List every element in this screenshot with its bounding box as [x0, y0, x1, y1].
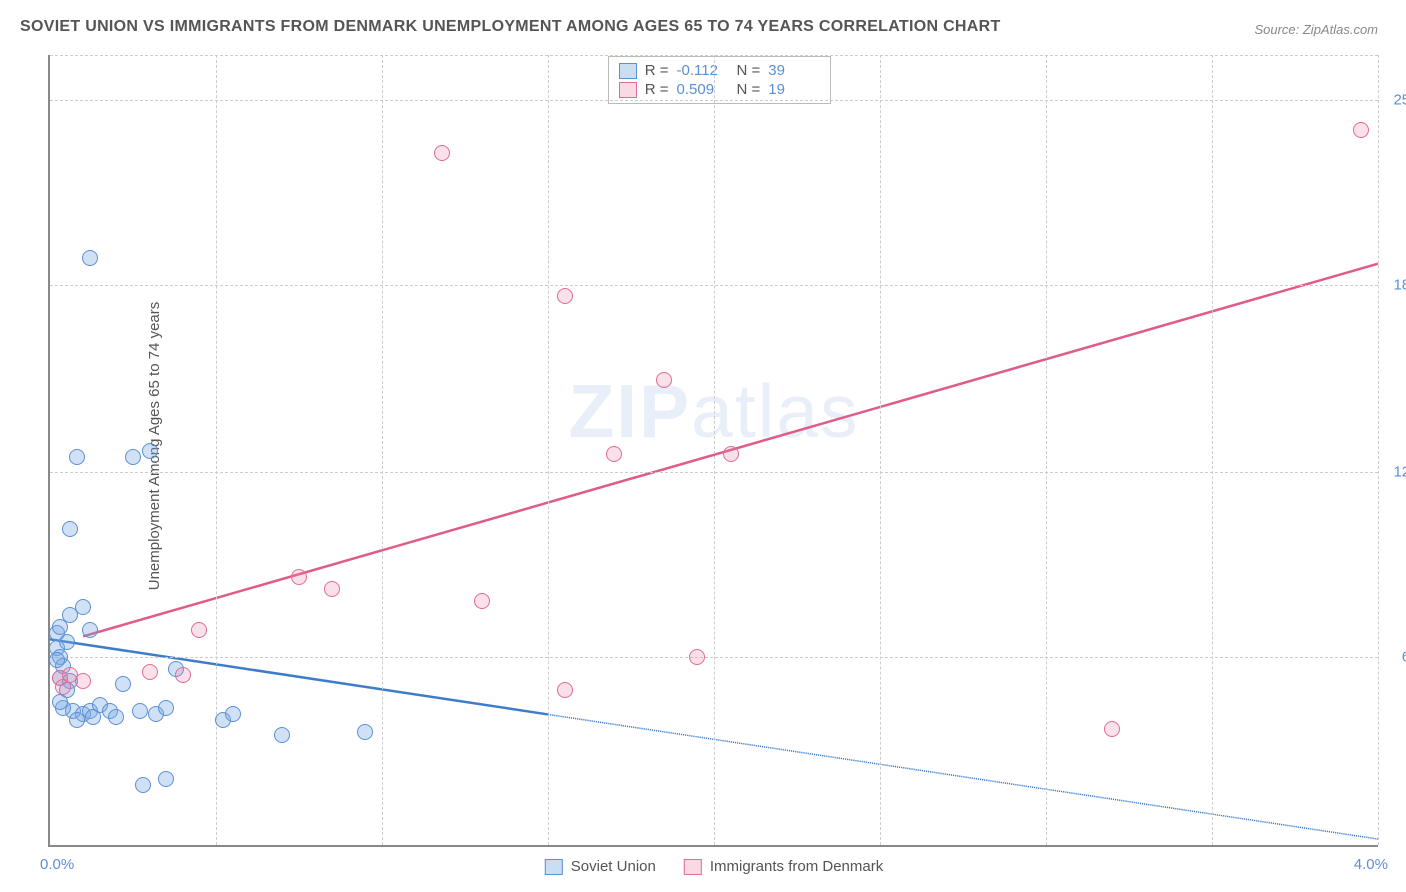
- r-value-soviet: -0.112: [677, 62, 729, 79]
- data-point: [69, 712, 85, 728]
- grid-line-v: [382, 55, 383, 845]
- swatch-pink-icon: [684, 859, 702, 875]
- data-point: [108, 709, 124, 725]
- data-point: [1104, 721, 1120, 737]
- r-label: R =: [645, 81, 669, 98]
- stats-box: R = -0.112 N = 39 R = 0.509 N = 19: [608, 56, 832, 104]
- data-point: [142, 443, 158, 459]
- swatch-blue-icon: [619, 63, 637, 79]
- data-point: [324, 581, 340, 597]
- data-point: [291, 569, 307, 585]
- data-point: [656, 372, 672, 388]
- swatch-pink-icon: [619, 82, 637, 98]
- data-point: [49, 652, 65, 668]
- y-tick-label: 12.5%: [1386, 464, 1406, 481]
- legend-item-denmark: Immigrants from Denmark: [684, 858, 883, 875]
- bottom-legend: Soviet Union Immigrants from Denmark: [545, 858, 883, 875]
- r-value-denmark: 0.509: [677, 81, 729, 98]
- chart-container: SOVIET UNION VS IMMIGRANTS FROM DENMARK …: [0, 0, 1406, 892]
- n-value-soviet: 39: [768, 62, 820, 79]
- data-point: [158, 771, 174, 787]
- n-value-denmark: 19: [768, 81, 820, 98]
- data-point: [175, 667, 191, 683]
- legend-label-denmark: Immigrants from Denmark: [710, 858, 883, 875]
- data-point: [158, 700, 174, 716]
- grid-line-v: [1212, 55, 1213, 845]
- y-tick-label: 25.0%: [1386, 91, 1406, 108]
- data-point: [69, 449, 85, 465]
- data-point: [82, 250, 98, 266]
- grid-line-v: [216, 55, 217, 845]
- grid-line-v: [548, 55, 549, 845]
- data-point: [557, 682, 573, 698]
- data-point: [125, 449, 141, 465]
- trend-line-dashed: [548, 714, 1378, 839]
- data-point: [82, 622, 98, 638]
- y-tick-label: 6.3%: [1386, 649, 1406, 666]
- data-point: [52, 694, 68, 710]
- legend-item-soviet: Soviet Union: [545, 858, 656, 875]
- data-point: [1353, 122, 1369, 138]
- grid-line-v: [1378, 55, 1379, 845]
- data-point: [75, 673, 91, 689]
- source-label: Source: ZipAtlas.com: [1254, 22, 1378, 37]
- data-point: [62, 521, 78, 537]
- n-label: N =: [737, 81, 761, 98]
- n-label: N =: [737, 62, 761, 79]
- data-point: [115, 676, 131, 692]
- x-tick-min: 0.0%: [40, 856, 74, 873]
- data-point: [474, 593, 490, 609]
- r-label: R =: [645, 62, 669, 79]
- data-point: [606, 446, 622, 462]
- grid-line-v: [714, 55, 715, 845]
- data-point: [191, 622, 207, 638]
- data-point: [689, 649, 705, 665]
- stats-row-denmark: R = 0.509 N = 19: [619, 80, 821, 99]
- swatch-blue-icon: [545, 859, 563, 875]
- data-point: [723, 446, 739, 462]
- plot-area: ZIPatlas R = -0.112 N = 39 R = 0.509 N =…: [48, 55, 1378, 847]
- stats-row-soviet: R = -0.112 N = 39: [619, 61, 821, 80]
- data-point: [274, 727, 290, 743]
- x-tick-max: 4.0%: [1354, 856, 1388, 873]
- grid-line-v: [1046, 55, 1047, 845]
- data-point: [52, 619, 68, 635]
- data-point: [434, 145, 450, 161]
- chart-title: SOVIET UNION VS IMMIGRANTS FROM DENMARK …: [20, 18, 1001, 36]
- data-point: [135, 777, 151, 793]
- data-point: [132, 703, 148, 719]
- data-point: [142, 664, 158, 680]
- legend-label-soviet: Soviet Union: [571, 858, 656, 875]
- data-point: [357, 724, 373, 740]
- y-tick-label: 18.8%: [1386, 276, 1406, 293]
- data-point: [225, 706, 241, 722]
- data-point: [75, 599, 91, 615]
- grid-line-v: [880, 55, 881, 845]
- data-point: [557, 288, 573, 304]
